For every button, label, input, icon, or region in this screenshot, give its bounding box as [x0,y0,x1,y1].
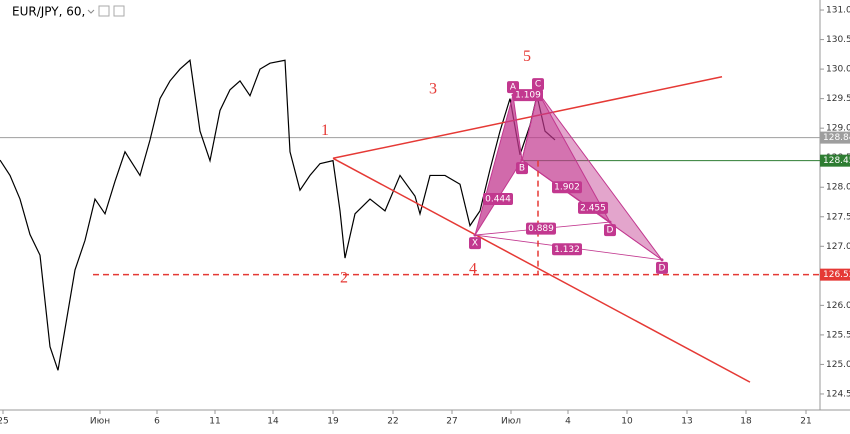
pattern-point-label: A [510,83,517,93]
pattern-point-box [532,78,544,91]
y-tick-label: 127.00 [826,242,850,252]
trend-line [332,157,751,383]
wave-label: 1 [321,122,329,139]
ratio-box [552,181,582,194]
pattern-point [473,233,477,237]
ratio-label: 1.902 [554,183,580,193]
ratio-box [513,89,543,102]
pattern-point-label: D [607,226,614,236]
wave-label: 3 [429,80,437,97]
y-tick-label: 131.00 [826,6,850,16]
x-tick-label: 22 [387,417,398,427]
pattern-point [608,220,612,224]
dropdown-icon[interactable] [87,9,95,14]
y-tick-label: 130.50 [826,35,850,45]
x-tick-label: 4 [565,417,571,427]
y-tick-label: 129.00 [826,124,850,134]
ratio-label: 0.444 [485,195,511,205]
settings-icon[interactable] [98,5,110,17]
pattern-point-label: D [659,263,666,273]
y-tick-label: 125.00 [826,360,850,370]
x-tick-label: 10 [621,417,633,427]
x-tick-label: 27 [446,417,457,427]
symbol: EUR/JPY, 60, [12,5,85,19]
x-tick-label: 25 [0,417,9,427]
wave-label: 5 [523,48,531,65]
price-tag-label: 128.45 [823,156,850,166]
price-tag [820,154,850,167]
pattern-point-label: B [519,164,525,174]
y-tick-label: 125.50 [826,330,850,340]
pattern-point-box [604,224,616,237]
x-tick-label: Июл [501,417,521,427]
x-tick-label: 14 [267,417,279,427]
ratio-label: 0.889 [528,224,554,234]
pattern-point-label: C [535,80,541,90]
price-tag [820,268,850,281]
ratio-box [578,201,608,214]
price-line [0,59,556,371]
pattern-point-box [656,261,668,274]
price-tag-label: 128.84 [823,133,850,143]
wave-label: 2 [340,269,348,286]
plot-area [0,0,820,410]
ratio-box [526,222,556,235]
x-tick-label: 21 [800,417,811,427]
y-tick-label: 130.00 [826,65,850,75]
y-tick-label: 126.00 [826,301,850,311]
y-tick-label: 128.00 [826,183,850,193]
pattern-point-label: X [472,239,478,249]
ratio-label: 1.109 [515,91,541,101]
x-tick-label: Июн [90,417,110,427]
close-icon[interactable] [113,5,125,17]
x-tick-label: 11 [209,417,220,427]
ratio-label: 1.132 [554,245,580,255]
price-tag-label: 126.52 [823,270,850,280]
price-tag [820,131,850,144]
x-tick-label: 18 [740,417,752,427]
wave-label: 4 [469,261,477,278]
trend-line [332,76,723,160]
x-tick-label: 13 [681,417,692,427]
x-tick-label: 19 [327,417,339,427]
pattern-point-box [516,162,528,175]
pattern-point [520,158,524,162]
y-tick-label: 129.50 [826,94,850,104]
ratio-box [483,193,513,206]
y-tick-label: 124.50 [826,389,850,399]
pattern-point-box [469,237,481,250]
y-tick-label: 127.50 [826,212,850,222]
ratio-label: 2.455 [580,203,606,213]
x-tick-label: 6 [154,417,160,427]
ratio-box [552,243,582,256]
pattern-point [660,258,664,262]
